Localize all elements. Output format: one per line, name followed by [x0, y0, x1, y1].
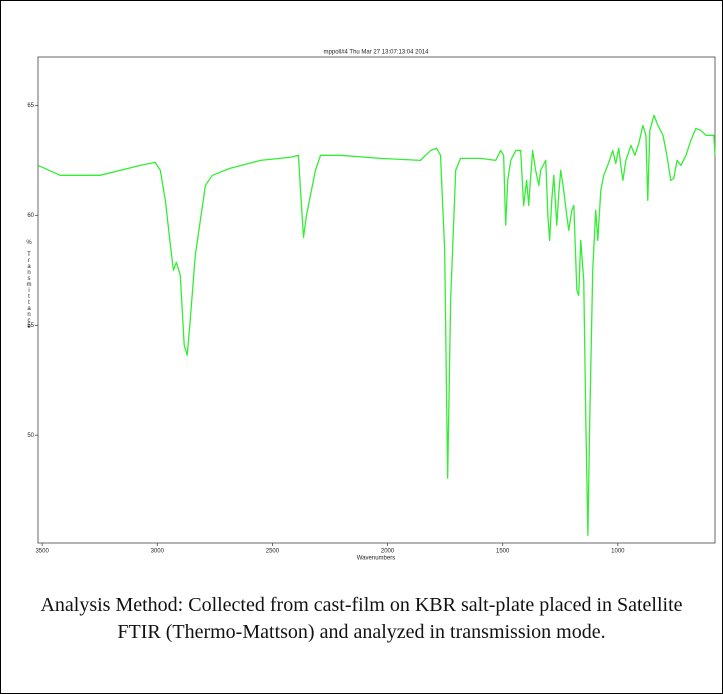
- x-tick-label: 2500: [266, 549, 280, 555]
- x-tick-label: 3500: [35, 549, 49, 555]
- y-tick-label: 55: [27, 323, 34, 329]
- y-tick-label: 60: [27, 213, 34, 219]
- x-tick-label: 3000: [151, 549, 165, 555]
- y-tick-label: 65: [27, 103, 34, 109]
- x-tick-label: 1500: [496, 549, 510, 555]
- y-tick-label: 50: [27, 433, 34, 439]
- x-tick-label: 1000: [611, 549, 625, 555]
- x-tick-label: 2000: [381, 549, 395, 555]
- caption: Analysis Method: Collected from cast-fil…: [40, 594, 683, 643]
- spectrum-line: [37, 114, 716, 536]
- plot-area: [37, 56, 716, 544]
- x-axis-label: Wavenumbers: [357, 556, 395, 562]
- y-axis-label: % Transmittance: [26, 240, 32, 330]
- chart-title: mppoll#4 Thu Mar 27 13:07:13:04 2014: [324, 50, 430, 56]
